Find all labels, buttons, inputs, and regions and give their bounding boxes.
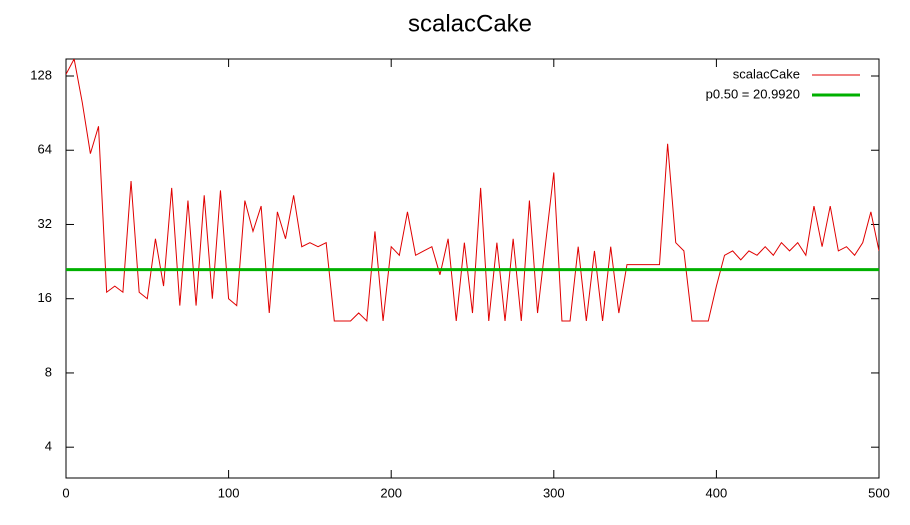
x-tick-label: 100 <box>218 485 240 500</box>
y-tick-label: 8 <box>45 364 52 379</box>
x-tick-label: 200 <box>380 485 402 500</box>
y-tick-label: 32 <box>38 216 52 231</box>
x-tick-label: 300 <box>543 485 565 500</box>
chart-title: scalacCake <box>408 10 532 37</box>
x-tick-label: 500 <box>868 485 890 500</box>
y-tick-label: 128 <box>30 67 52 82</box>
y-tick-label: 16 <box>38 290 52 305</box>
y-tick-label: 64 <box>38 142 52 157</box>
y-tick-label: 4 <box>45 439 52 454</box>
x-tick-label: 400 <box>706 485 728 500</box>
legend-label: scalacCake <box>733 66 800 81</box>
x-tick-label: 0 <box>62 485 69 500</box>
legend-label: p0.50 = 20.9920 <box>706 86 800 101</box>
data-line <box>66 59 879 323</box>
